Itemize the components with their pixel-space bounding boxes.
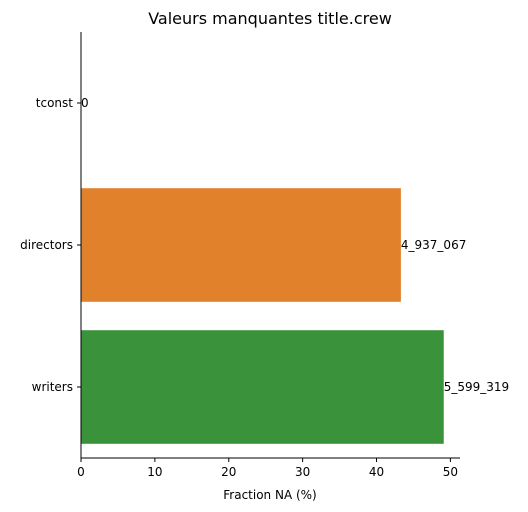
bars-group	[81, 188, 444, 444]
x-tick-label-40: 40	[369, 465, 384, 479]
data-label-directors: 4_937_067	[401, 238, 466, 252]
y-axis-ticks: tconst directors writers	[20, 96, 81, 394]
bar-writers	[81, 330, 444, 444]
x-tick-label-30: 30	[295, 465, 310, 479]
data-label-tconst: 0	[81, 96, 89, 110]
data-label-writers: 5_599_319	[444, 380, 509, 394]
x-tick-label-10: 10	[147, 465, 162, 479]
y-tick-label-tconst: tconst	[36, 96, 74, 110]
bar-directors	[81, 188, 401, 302]
chart-title: Valeurs manquantes title.crew	[148, 9, 392, 28]
x-axis-ticks: 0 10 20 30 40 50	[77, 458, 458, 479]
y-tick-label-writers: writers	[32, 380, 73, 394]
x-tick-label-50: 50	[443, 465, 458, 479]
x-axis-label: Fraction NA (%)	[223, 488, 316, 502]
x-tick-label-0: 0	[77, 465, 85, 479]
y-tick-label-directors: directors	[20, 238, 73, 252]
x-tick-label-20: 20	[221, 465, 236, 479]
data-labels-group: 0 4_937_067 5_599_319	[81, 96, 509, 394]
